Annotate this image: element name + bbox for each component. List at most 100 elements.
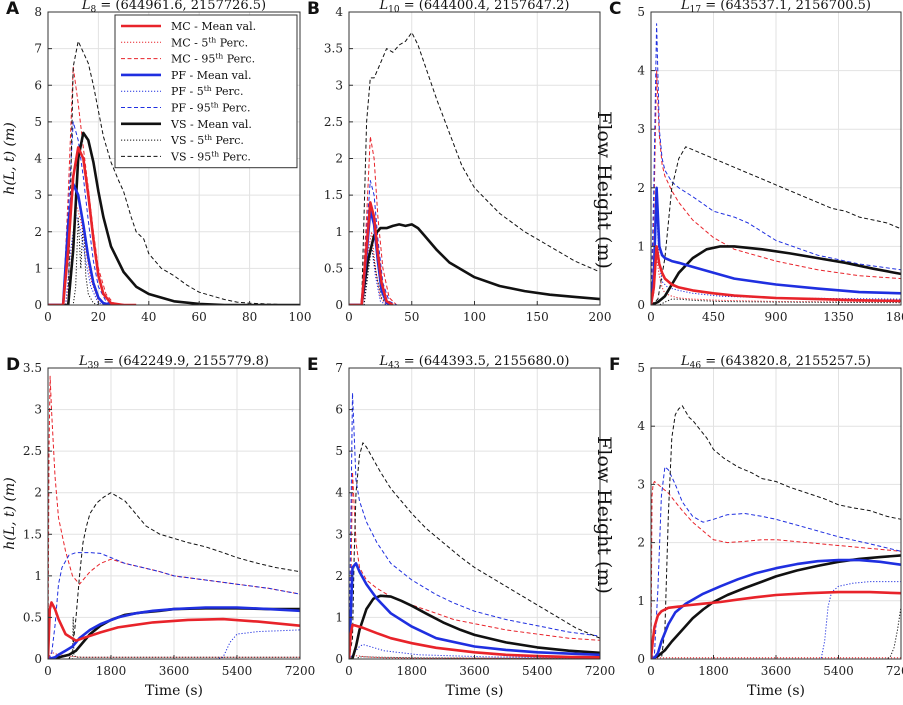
y-tick-label: 3 [637,122,645,136]
panel-letter: C [609,0,621,19]
side-label-top: Flow Height (m) [593,111,615,269]
legend-entry-label: PF - Mean val. [171,69,251,82]
x-tick-label: 0 [345,310,353,324]
series-group [349,32,600,305]
x-tick-label: 200 [589,310,612,324]
panel-letter: A [6,0,20,19]
panel-letter: D [6,355,20,375]
series-line-vs-95th-perc [651,146,901,305]
series-line-mc-mean-val [48,146,137,305]
legend-entry-label: PF - 95th Perc. [171,101,250,115]
series-line-mc-mean-val [349,623,600,659]
y-tick-label: 0 [335,652,343,666]
panel-title: L10 = (644400.4, 2157647.2) [379,0,570,15]
y-tick-label: 4 [637,419,645,433]
y-tick-label: 3 [335,527,343,541]
series-line-vs-95th-perc [349,32,600,305]
x-tick-label: 150 [526,310,549,324]
series-line-mc-95th-perc [651,70,901,305]
x-tick-label: 3600 [159,664,190,678]
panel-letter: F [609,355,621,375]
y-tick-label: 0 [34,298,42,312]
series-line-vs-95th-perc [349,442,600,659]
x-tick-label: 0 [44,664,52,678]
panel-C: 0 450 900 1350 1800 0 1 2 3 4 5 L17 = (643537.1, 21… [609,0,903,324]
y-axis-label: h(L, t) (m) [2,122,18,194]
panel-letter: E [307,355,319,375]
y-tick-label: 5 [637,361,645,375]
y-tick-label: 1.5 [23,527,42,541]
series-line-mc-95th-perc [48,375,300,659]
series-line-vs-95th-perc [48,40,300,305]
x-axis-label: Time (s) [145,683,203,699]
x-axis-label: Time (s) [747,683,805,699]
series-line-pf-mean-val [651,186,901,305]
side-label-bottom: Flow Height (m) [593,436,615,594]
legend-entry-label: VS - 5th Perc. [170,133,244,147]
x-tick-label: 3600 [459,664,490,678]
y-tick-label: 4 [335,486,343,500]
legend-entry-label: MC - Mean val. [171,20,256,33]
x-tick-label: 1800 [698,664,729,678]
y-tick-label: 1 [34,569,42,583]
y-tick-label: 3.5 [324,42,343,56]
series-line-pf-mean-val [48,182,124,305]
y-tick-label: 6 [34,78,42,92]
x-tick-label: 7200 [886,664,903,678]
x-tick-label: 0 [345,664,353,678]
legend-entry-label: MC - 95th Perc. [171,52,255,66]
x-tick-label: 1800 [886,310,903,324]
x-tick-label: 60 [192,310,207,324]
y-tick-label: 1.5 [324,188,343,202]
series-line-pf-mean-val [48,606,300,659]
y-tick-label: 2 [637,181,645,195]
series-line-mc-5th-perc [651,257,901,305]
panel-F: 0 1800 3600 5400 7200 0 1 2 3 4 5 L46 = (643820.8, … [609,354,903,699]
y-tick-label: 8 [34,5,42,19]
series-line-vs-mean-val [349,594,600,659]
y-tick-label: 2 [637,536,645,550]
y-tick-label: 2 [34,225,42,239]
series-line-pf-5th-perc [349,245,387,305]
y-tick-label: 3 [34,403,42,417]
series-line-pf-mean-val [651,558,901,659]
y-tick-label: 1 [34,261,42,275]
series-line-vs-mean-val [48,131,300,305]
series-line-pf-95th-perc [651,466,901,659]
y-tick-label: 3 [34,188,42,202]
series-line-pf-95th-perc [48,552,300,659]
x-tick-label: 100 [463,310,486,324]
series-line-vs-95th-perc [48,492,300,659]
x-tick-label: 0 [647,664,655,678]
y-tick-label: 5 [34,115,42,129]
series-group [48,40,300,305]
y-tick-label: 1 [637,594,645,608]
x-tick-label: 7200 [285,664,316,678]
x-tick-label: 5400 [222,664,253,678]
y-tick-label: 2.5 [23,444,42,458]
y-tick-label: 4 [637,64,645,78]
series-line-vs-5th-perc [48,616,300,659]
y-tick-label: 4 [335,5,343,19]
series-line-vs-95th-perc [651,405,901,659]
y-tick-label: 2 [34,486,42,500]
panel-D: 0 1800 3600 5400 7200 0 0.5 1 1.5 2 2.5 3 3.5 L39 = (… [2,354,315,699]
x-tick-label: 50 [404,310,419,324]
x-tick-label: 80 [242,310,257,324]
series-line-pf-mean-val [349,562,600,659]
y-tick-label: 7 [34,42,42,56]
y-axis-label: h(L, t) (m) [2,477,18,549]
panel-A: 0 20 40 60 80 100 0 1 2 3 4 5 6 7 8 L8 = (644961.6, 215… [2,0,311,324]
x-tick-label: 5400 [823,664,854,678]
series-line-pf-5th-perc [349,644,600,659]
series-group [651,23,901,305]
x-tick-label: 1800 [396,664,427,678]
series-line-mc-mean-val [651,245,901,305]
y-tick-label: 3.5 [23,361,42,375]
y-tick-label: 0 [335,298,343,312]
y-tick-label: 0 [637,652,645,666]
y-tick-label: 5 [637,5,645,19]
legend-entry-label: PF - 5th Perc. [171,84,243,98]
